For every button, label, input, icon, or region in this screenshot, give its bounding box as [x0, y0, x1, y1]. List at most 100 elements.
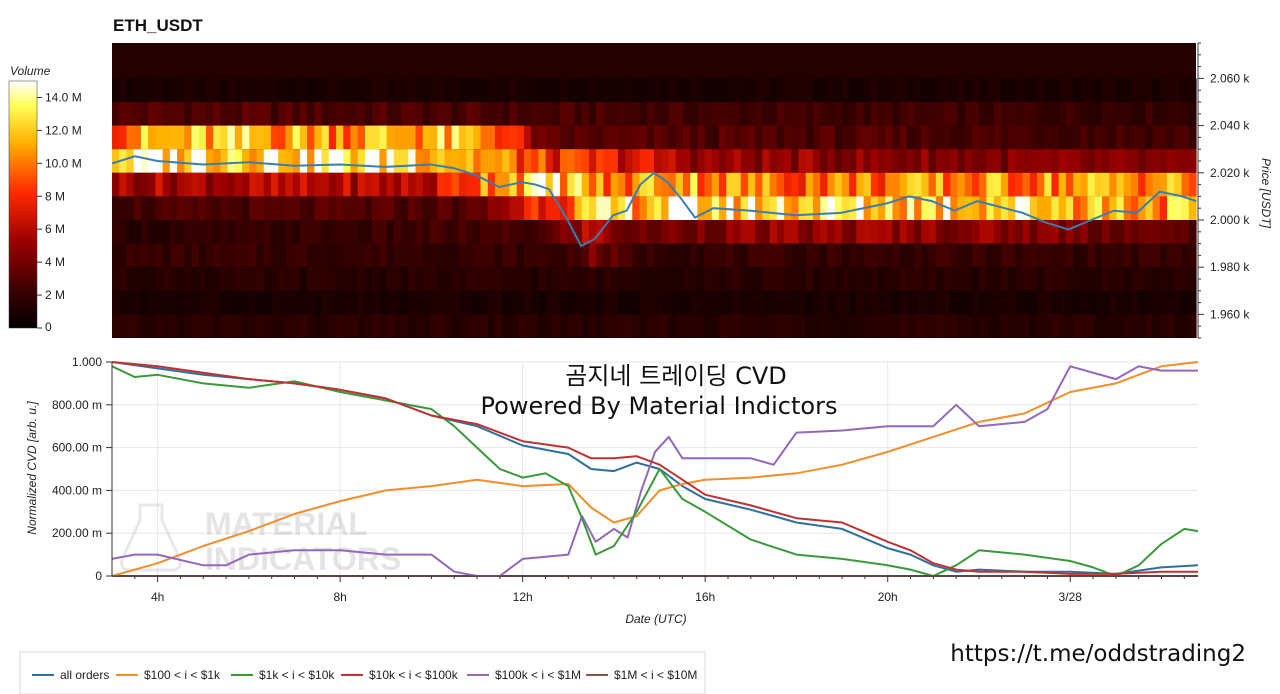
heatmap-cell [1080, 267, 1089, 291]
heatmap-cell [256, 267, 265, 291]
heatmap-cell [899, 102, 908, 126]
heatmap-cell [177, 102, 185, 126]
heatmap-cell [704, 102, 713, 126]
heatmap-cell [531, 290, 539, 315]
heatmap-cell [234, 267, 243, 291]
heatmap-cell [841, 149, 850, 173]
heatmap-cell [343, 172, 352, 197]
heatmap-cell [675, 149, 684, 173]
heatmap-cell [177, 196, 185, 220]
heatmap-cell [1145, 149, 1154, 173]
heatmap-cell [971, 220, 980, 244]
heatmap-cell [1044, 78, 1053, 102]
heatmap-cell [480, 267, 489, 291]
heatmap-cell [1152, 102, 1161, 126]
heatmap-cell [625, 149, 633, 173]
heatmap-cell [480, 172, 489, 197]
heatmap-cell [343, 78, 352, 102]
heatmap-cell [112, 125, 120, 150]
price-tick-label: 1.960 k [1210, 307, 1250, 321]
heatmap-cell [625, 267, 633, 291]
heatmap-cell [227, 172, 236, 197]
heatmap-cell [675, 78, 684, 102]
heatmap-cell [755, 125, 763, 150]
series-line-4 [111, 365, 1198, 577]
heatmap-cell [516, 78, 525, 102]
heatmap-cell [719, 314, 727, 338]
heatmap-cell [487, 290, 496, 315]
heatmap-cell [278, 290, 287, 315]
heatmap-cell [1159, 125, 1168, 150]
heatmap-cell [415, 125, 424, 150]
heatmap-cell [646, 78, 655, 102]
heatmap-cell [812, 125, 821, 150]
cvd-x-tick-label: 20h [878, 590, 898, 604]
heatmap-cell [1152, 220, 1161, 244]
heatmap-cell [357, 220, 366, 244]
heatmap-cell [531, 149, 539, 173]
cvd-y-axis-label: Normalized CVD [arb. u.] [25, 401, 39, 535]
heatmap-cell [1167, 102, 1175, 126]
heatmap-cell [928, 314, 937, 338]
heatmap-cell [321, 149, 330, 173]
heatmap-cell [1058, 78, 1067, 102]
heatmap-cell [1008, 102, 1016, 126]
heatmap-cell [1029, 267, 1038, 291]
heatmap-cell [545, 243, 554, 268]
heatmap-cell [270, 196, 279, 220]
heatmap-cell [437, 243, 446, 268]
heatmap-cell [444, 102, 453, 126]
heatmap-cell [1188, 314, 1197, 338]
heatmap-cell [1000, 290, 1009, 315]
heatmap-cell [625, 290, 633, 315]
heatmap-cell [531, 267, 539, 291]
heatmap-cell [834, 125, 843, 150]
heatmap-cell [899, 196, 908, 220]
heatmap-cell [169, 290, 178, 315]
heatmap-cell [364, 102, 373, 126]
heatmap-cell [1080, 220, 1089, 244]
heatmap-cell [776, 149, 785, 173]
heatmap-cell [119, 125, 128, 150]
heatmap-cell [364, 125, 373, 150]
heatmap-cell [126, 172, 135, 197]
heatmap-cell [1109, 314, 1118, 338]
heatmap-cell [357, 290, 366, 315]
heatmap-cell [1051, 149, 1060, 173]
heatmap-cell [162, 314, 171, 338]
heatmap-cell [639, 267, 648, 291]
heatmap-cell [451, 102, 460, 126]
heatmap-cell [1051, 196, 1060, 220]
heatmap-cell [242, 314, 250, 338]
heatmap-cell [892, 102, 901, 126]
heatmap-cell [133, 290, 142, 315]
heatmap-cell [408, 78, 417, 102]
heatmap-cell [1051, 314, 1060, 338]
heatmap-cell [466, 78, 474, 102]
heatmap-cell [538, 220, 547, 244]
heatmap-cell [350, 220, 359, 244]
heatmap-cell [1159, 290, 1168, 315]
heatmap-cell [1000, 78, 1009, 102]
heatmap-cell [372, 314, 380, 338]
heatmap-cell [372, 290, 380, 315]
colorbar-tick-label: 4 M [45, 255, 65, 269]
heatmap-cell [328, 78, 337, 102]
heatmap-cell [747, 149, 756, 173]
heatmap-cell [1065, 314, 1074, 338]
heatmap-cell [935, 78, 944, 102]
heatmap-cell [372, 172, 380, 197]
heatmap-cell [784, 149, 792, 173]
heatmap-cell [697, 196, 706, 220]
heatmap-cell [943, 149, 951, 173]
heatmap-cell [1058, 102, 1067, 126]
heatmap-cell [444, 196, 453, 220]
heatmap-cell [372, 196, 380, 220]
heatmap-cell [733, 243, 742, 268]
heatmap-cell [863, 172, 872, 197]
heatmap-cell [1029, 78, 1038, 102]
heatmap-cell [979, 243, 988, 268]
heatmap-cell [921, 78, 930, 102]
heatmap-cell [242, 125, 250, 150]
heatmap-cell [762, 125, 771, 150]
